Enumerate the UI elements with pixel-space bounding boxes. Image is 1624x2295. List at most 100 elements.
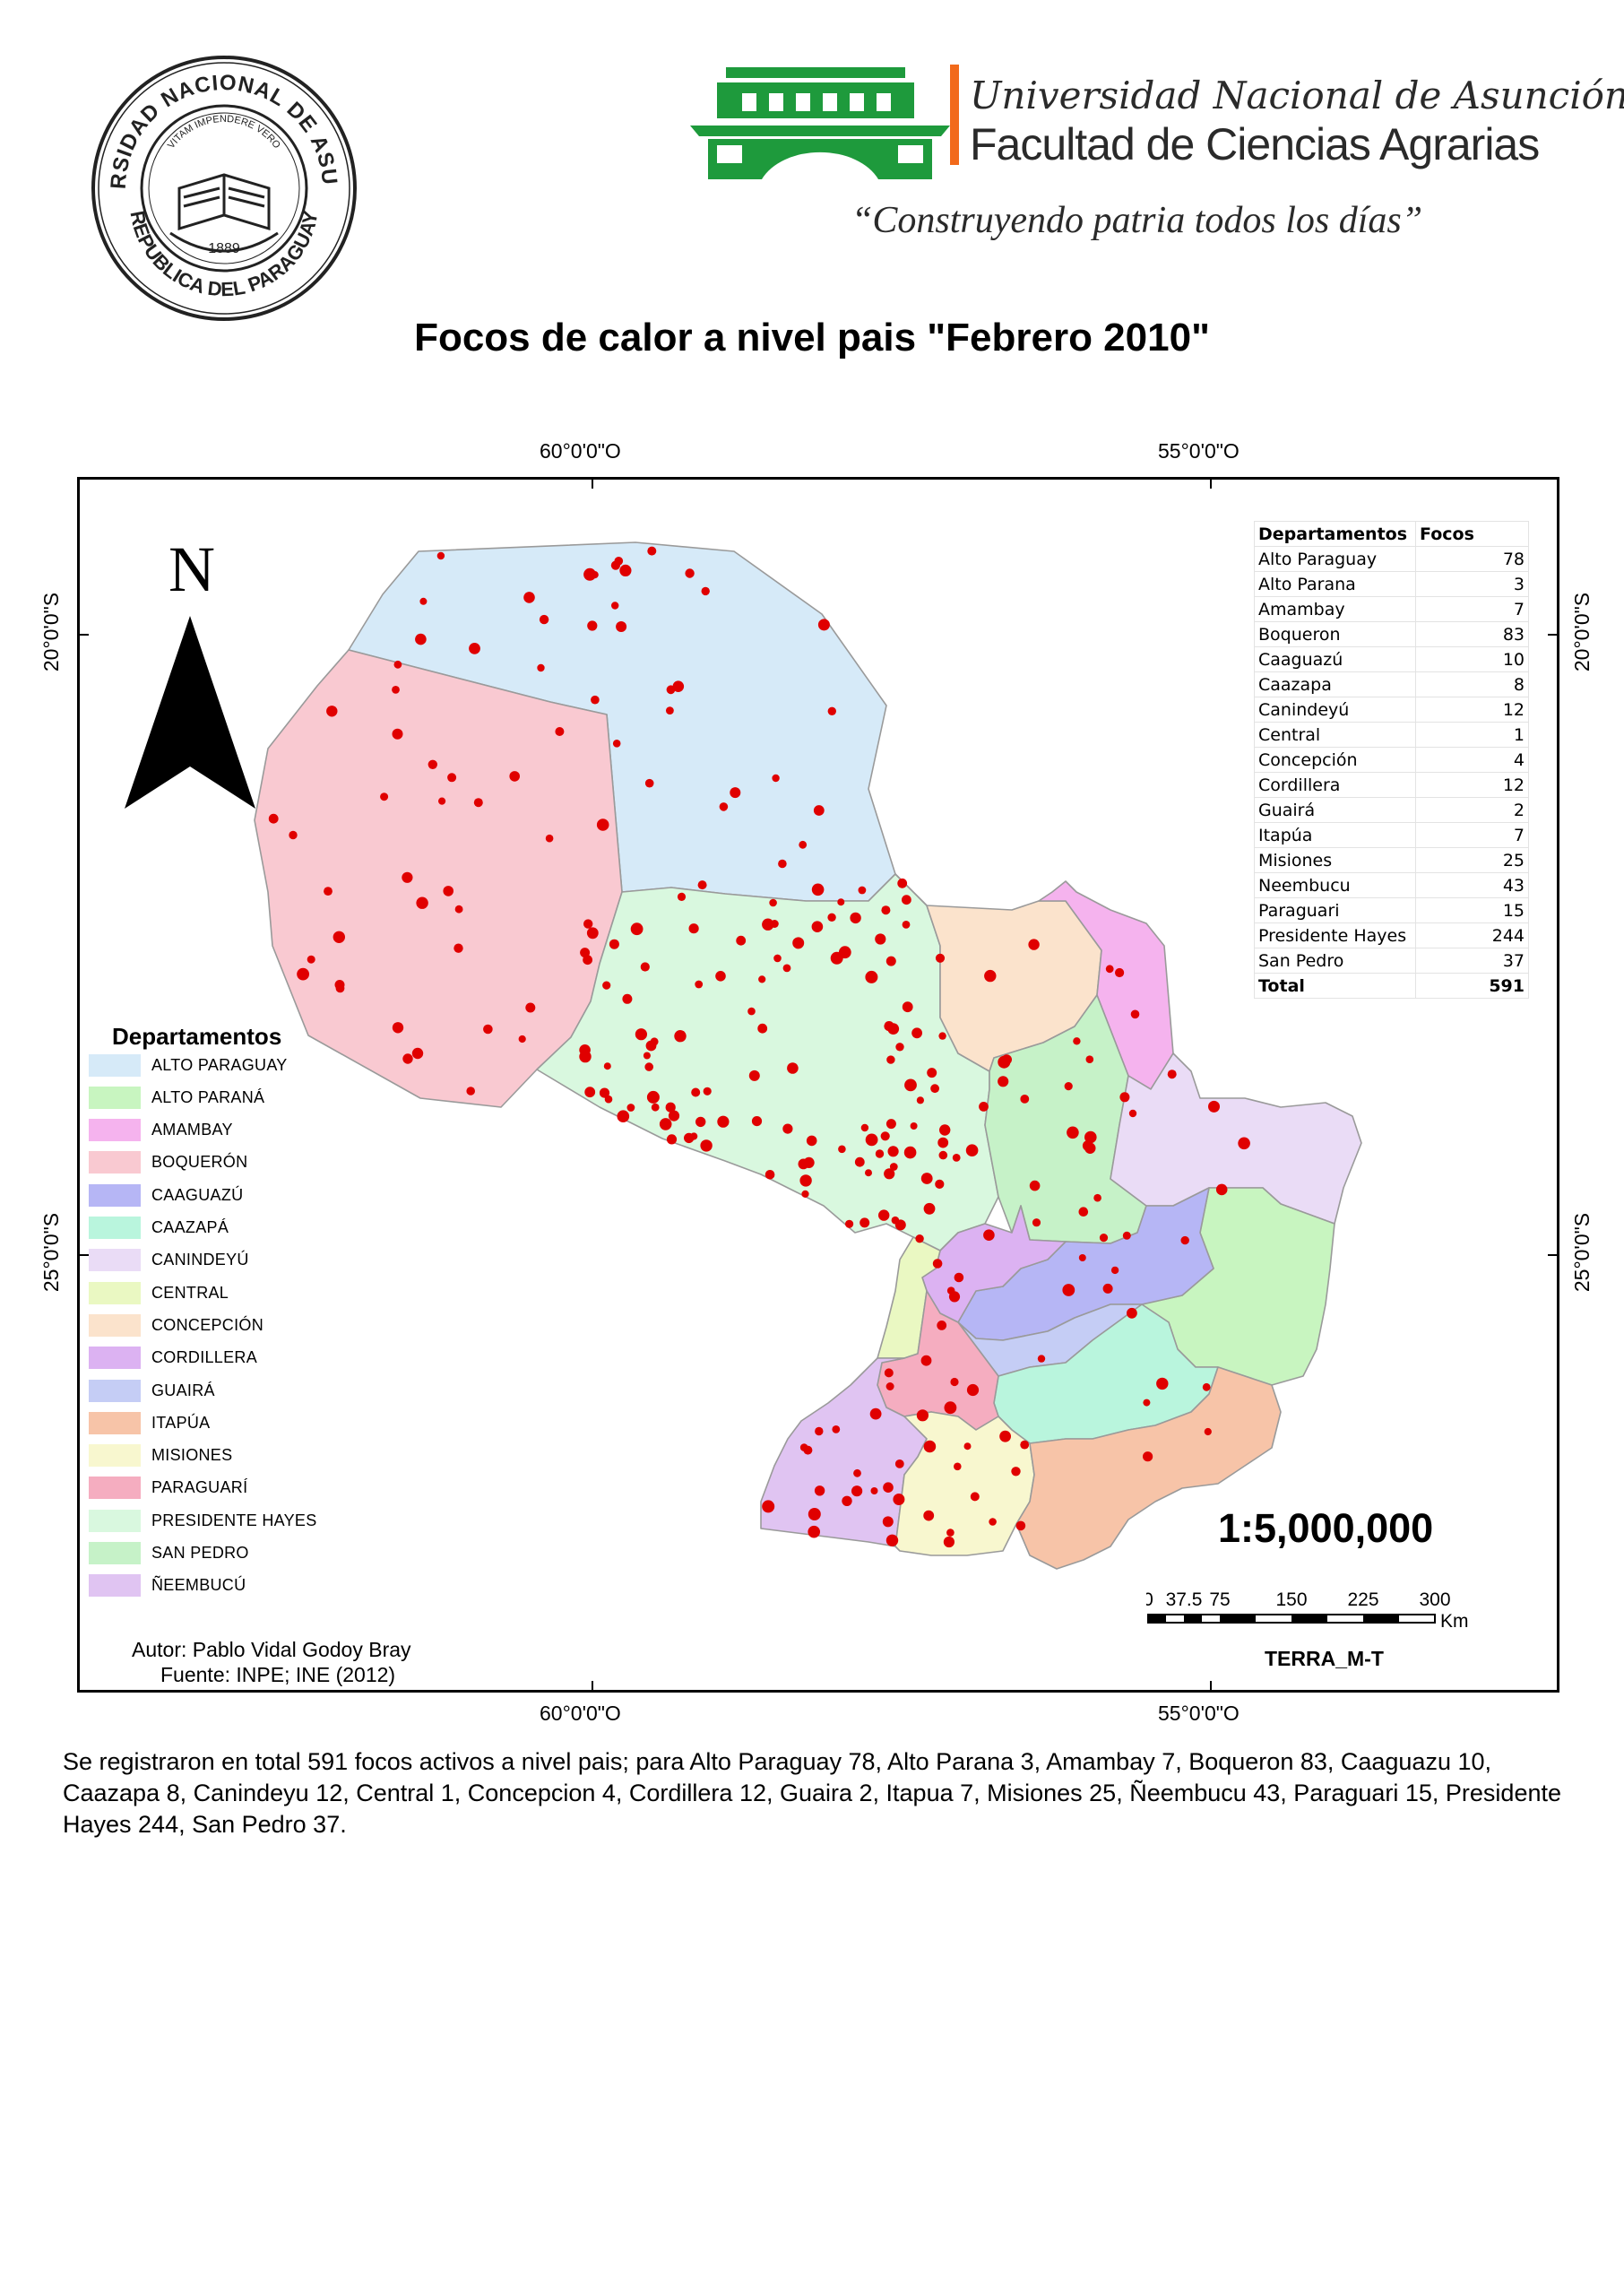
- table-cell-department: Total: [1254, 973, 1416, 999]
- legend-swatch: [89, 1281, 141, 1304]
- hotspot-marker: [946, 1529, 955, 1537]
- hotspot-marker: [792, 937, 805, 949]
- hotspot-marker: [473, 798, 483, 808]
- hotspot-marker: [1093, 1193, 1101, 1202]
- table-row: Caazapa 8: [1254, 671, 1529, 697]
- legend-item: GUAIRÁ: [89, 1377, 215, 1404]
- hotspot-marker: [762, 918, 774, 931]
- table-cell-department: San Pedro: [1254, 948, 1416, 974]
- hotspot-marker: [1204, 1427, 1212, 1436]
- hotspot-marker: [880, 1131, 890, 1141]
- hotspot-marker: [466, 1087, 475, 1096]
- hotspot-marker: [916, 1409, 929, 1422]
- hotspot-marker: [630, 922, 644, 936]
- table-cell-count: 10: [1415, 646, 1529, 672]
- table-cell-department: Amambay: [1254, 596, 1416, 622]
- tick: [1210, 480, 1212, 489]
- hotspot-marker: [509, 771, 520, 782]
- hotspot-marker: [392, 1022, 404, 1034]
- hotspot-marker: [1180, 1235, 1189, 1245]
- hotspot-marker: [297, 967, 309, 981]
- legend-item: CAAZAPÁ: [89, 1215, 229, 1242]
- hotspot-marker: [932, 1259, 943, 1269]
- hotspot-marker: [1122, 1231, 1131, 1240]
- legend-title: Departamentos: [112, 1023, 282, 1050]
- hotspot-marker: [518, 1035, 526, 1044]
- hotspot-marker: [757, 1023, 768, 1034]
- hotspot-marker: [583, 955, 592, 966]
- legend-label: CANINDEYÚ: [151, 1251, 249, 1269]
- map-title: Focos de calor a nivel pais "Febrero 201…: [414, 316, 1210, 359]
- table-cell-count: 2: [1415, 797, 1529, 823]
- tick: [80, 1254, 89, 1256]
- table-cell-count: 25: [1415, 847, 1529, 873]
- legend-label: PRESIDENTE HAYES: [151, 1511, 317, 1529]
- table-cell-department: Concepción: [1254, 747, 1416, 773]
- lat-label-left-20: 20°0'0"S: [39, 592, 63, 672]
- scale-segment: [1148, 1615, 1166, 1623]
- hotspot-marker: [770, 920, 779, 928]
- hotspot-marker: [1067, 1126, 1079, 1139]
- hotspot-marker: [989, 1518, 997, 1526]
- lat-label-left-25: 25°0'0"S: [39, 1212, 63, 1293]
- hotspot-marker: [799, 1174, 812, 1187]
- hotspot-marker: [1102, 1283, 1113, 1294]
- hotspot-marker: [923, 1202, 936, 1215]
- slogan: “Construyendo patria todos los días”: [851, 200, 1423, 241]
- author-credit: Autor: Pablo Vidal Godoy Bray: [132, 1638, 411, 1661]
- hotspot-marker: [659, 1118, 672, 1130]
- hotspot-marker: [603, 1062, 611, 1070]
- hotspot-marker: [772, 774, 780, 783]
- hotspot-marker: [640, 962, 650, 972]
- legend-swatch: [89, 1347, 141, 1370]
- table-row: Neembucu 43: [1254, 872, 1529, 898]
- hotspot-marker: [939, 1124, 951, 1136]
- hotspot-marker: [769, 898, 777, 907]
- hotspot-marker: [483, 1024, 493, 1035]
- legend-item: MISIONES: [89, 1442, 232, 1469]
- hotspot-marker: [289, 830, 298, 840]
- hotspot-marker: [920, 1355, 932, 1366]
- department-boqueron: [254, 649, 623, 1108]
- hotspot-marker: [870, 1487, 878, 1494]
- hotspot-marker: [1105, 965, 1114, 974]
- hotspot-marker: [326, 706, 338, 717]
- hotspot-marker: [865, 970, 878, 983]
- legend-swatch: [89, 1119, 141, 1142]
- scale-tick-label: 37.5: [1166, 1589, 1203, 1610]
- legend-label: ALTO PARAGUAY: [151, 1055, 288, 1074]
- hotspot-marker: [983, 1229, 995, 1241]
- hotspot-marker: [865, 1169, 872, 1177]
- map-frame: N Departamentos ALTO PARAGUAY ALTO PAR: [77, 477, 1559, 1693]
- hotspot-marker: [944, 1401, 957, 1415]
- hotspot-marker: [469, 643, 480, 654]
- hotspot-marker: [415, 633, 427, 645]
- hotspot-marker: [860, 1217, 870, 1228]
- hotspot-marker: [885, 1382, 894, 1390]
- table-cell-count: 78: [1415, 546, 1529, 572]
- hotspot-marker: [736, 935, 747, 946]
- department-amambay: [1038, 880, 1174, 1090]
- hotspot-marker: [402, 871, 413, 883]
- hotspot-marker: [891, 1216, 900, 1225]
- hotspot-marker: [647, 546, 657, 556]
- hotspot-marker: [815, 1426, 824, 1436]
- legend-label: CORDILLERA: [151, 1348, 258, 1367]
- hotspot-marker: [646, 1090, 660, 1104]
- table-cell-count: 12: [1415, 772, 1529, 798]
- table-cell-department: Misiones: [1254, 847, 1416, 873]
- legend-item: CENTRAL: [89, 1279, 229, 1306]
- hotspot-marker: [884, 1168, 895, 1180]
- scale-tick-label: 150: [1275, 1589, 1307, 1610]
- table-total-row: Total 591: [1254, 973, 1529, 999]
- hotspot-marker: [885, 956, 896, 966]
- hotspot-marker: [887, 1146, 899, 1157]
- hotspot-marker: [393, 660, 402, 669]
- hotspot-marker: [612, 740, 621, 748]
- hotspot-marker: [419, 597, 428, 605]
- table-row: Alto Paraguay 78: [1254, 546, 1529, 572]
- scale-segment: [1291, 1615, 1327, 1623]
- hotspot-marker: [946, 1286, 955, 1295]
- hotspot-marker: [1208, 1100, 1220, 1113]
- hotspot-marker: [583, 567, 597, 581]
